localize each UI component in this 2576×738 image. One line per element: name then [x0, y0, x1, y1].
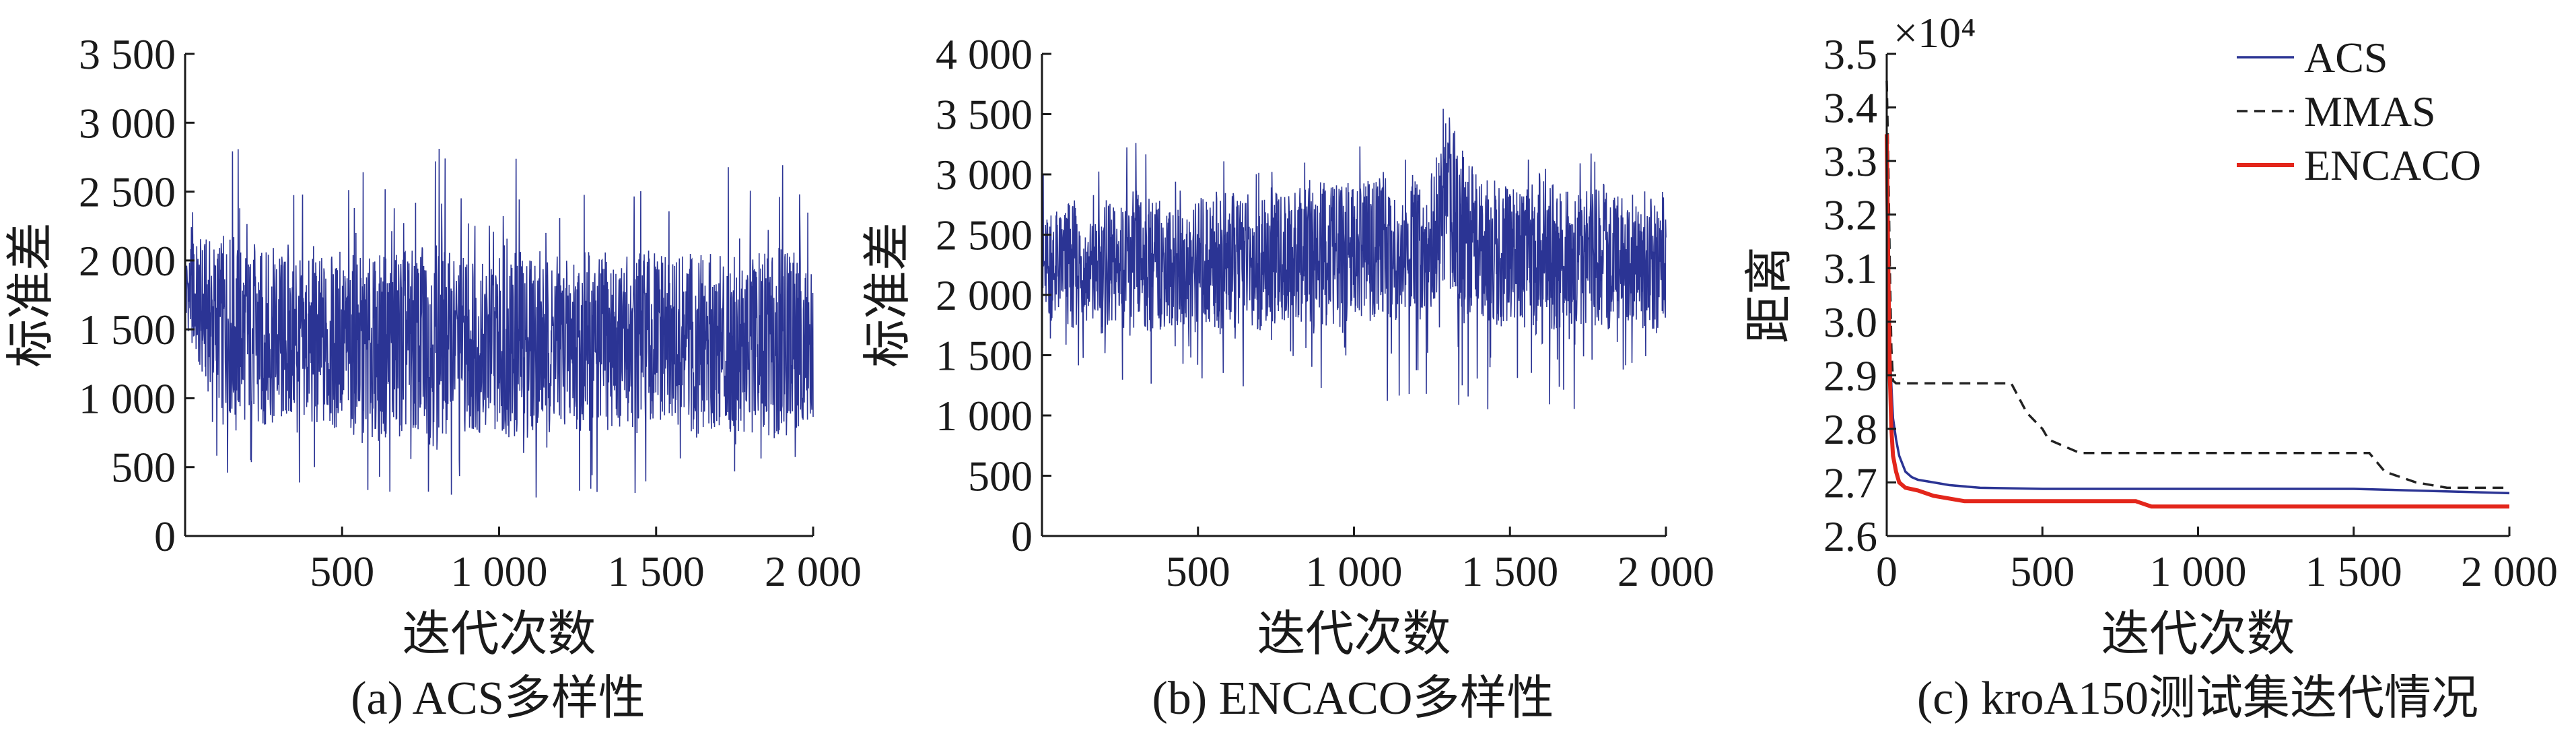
chart-panel-b: 0 500 1 000 1 500 2 000 2 500 3 000 3 500 4 000 5…	[861, 30, 1714, 725]
legend-label-encaco: ENCACO	[2304, 141, 2481, 189]
y-tick-label: 2.8	[1823, 405, 1877, 453]
chart-legend: ACS MMAS ENCACO	[2237, 34, 2481, 189]
y-tick-label: 3.2	[1823, 191, 1877, 239]
x-tick-label: 1 500	[608, 547, 705, 595]
series-line	[184, 148, 814, 498]
series-diversity-group	[1041, 108, 1667, 409]
y-tick-label: 2 500	[79, 168, 176, 216]
x-tick-label: 1 000	[451, 547, 548, 595]
x-axis-label: 迭代次数	[402, 607, 596, 661]
y-tick-label: 2 000	[936, 271, 1033, 319]
series-line-acs	[1885, 161, 2510, 495]
y-tick-label: 2 500	[936, 211, 1033, 259]
y-tick-label: 0	[1011, 512, 1033, 560]
series-line-encaco	[1885, 134, 2509, 509]
y-tick-label: 2.6	[1823, 512, 1877, 560]
series-mmas-group	[1885, 80, 2509, 490]
y-tick-label: 3.1	[1823, 244, 1877, 292]
legend-label-mmas: MMAS	[2304, 88, 2436, 135]
y-tick-label: 1 000	[936, 392, 1033, 440]
y-tick-label: 500	[111, 444, 176, 492]
y-tick-label: 1 000	[79, 374, 176, 422]
y-axis-label: 标准差	[4, 222, 58, 368]
x-tick-label: 500	[1166, 547, 1230, 595]
chart-caption: (a) ACS多样性	[351, 673, 646, 725]
x-axis-label: 迭代次数	[1257, 607, 1451, 661]
y-tick-label: 500	[968, 452, 1033, 500]
x-tick-label: 2 000	[2461, 547, 2558, 595]
x-tick-label: 1 500	[2305, 547, 2402, 595]
x-tick-label: 1 500	[1461, 547, 1558, 595]
y-tick-label: 0	[154, 512, 176, 560]
y-tick-label: 2.9	[1823, 351, 1877, 399]
y-axis-label: 标准差	[861, 222, 915, 368]
x-tick-label: 500	[2010, 547, 2075, 595]
y-axis-label: 距离	[1743, 246, 1797, 343]
chart-caption: (c) kroA150测试集迭代情况	[1917, 673, 2478, 725]
x-tick-label: 500	[310, 547, 374, 595]
y-tick-label: 2 000	[79, 237, 176, 285]
y-tick-label: 3.3	[1823, 137, 1877, 185]
series-line-mmas	[1885, 80, 2509, 490]
y-tick-label: 3 500	[79, 30, 176, 78]
x-tick-label: 1 000	[1306, 547, 1403, 595]
legend-label-acs: ACS	[2304, 34, 2388, 81]
y-scale-label: ×10⁴	[1893, 9, 1976, 57]
y-tick-label: 3.4	[1823, 84, 1877, 132]
y-tick-label: 2.7	[1823, 459, 1877, 506]
y-tick-label: 1 500	[79, 306, 176, 354]
y-tick-label: 3.5	[1823, 30, 1877, 78]
y-tick-label: 4 000	[936, 30, 1033, 78]
y-tick-label: 3 000	[79, 99, 176, 147]
y-tick-label: 3 000	[936, 151, 1033, 199]
y-tick-label: 3 500	[936, 91, 1033, 139]
x-tick-label: 1 000	[2150, 547, 2247, 595]
series-encaco-group	[1885, 134, 2509, 509]
x-tick-label: 2 000	[1617, 547, 1714, 595]
x-axis-label: 迭代次数	[2101, 607, 2295, 661]
x-tick-label: 2 000	[765, 547, 862, 595]
series-acs-group	[1885, 161, 2510, 495]
chart-panel-c: 2.6 2.7 2.8 2.9 3.0 3.1 3.2 3.3 3.4 3.5 0 500 1 000 1…	[1743, 9, 2558, 725]
series-line	[1041, 108, 1667, 409]
y-tick-label: 3.0	[1823, 298, 1877, 346]
chart-caption: (b) ENCACO多样性	[1152, 673, 1554, 725]
x-tick-label: 0	[1876, 547, 1898, 595]
series-diversity-group	[184, 148, 814, 498]
chart-panel-a: 0 500 1 000 1 500 2 000 2 500 3 000 3 500 500 1 0…	[4, 30, 862, 725]
y-tick-label: 1 500	[936, 332, 1033, 380]
